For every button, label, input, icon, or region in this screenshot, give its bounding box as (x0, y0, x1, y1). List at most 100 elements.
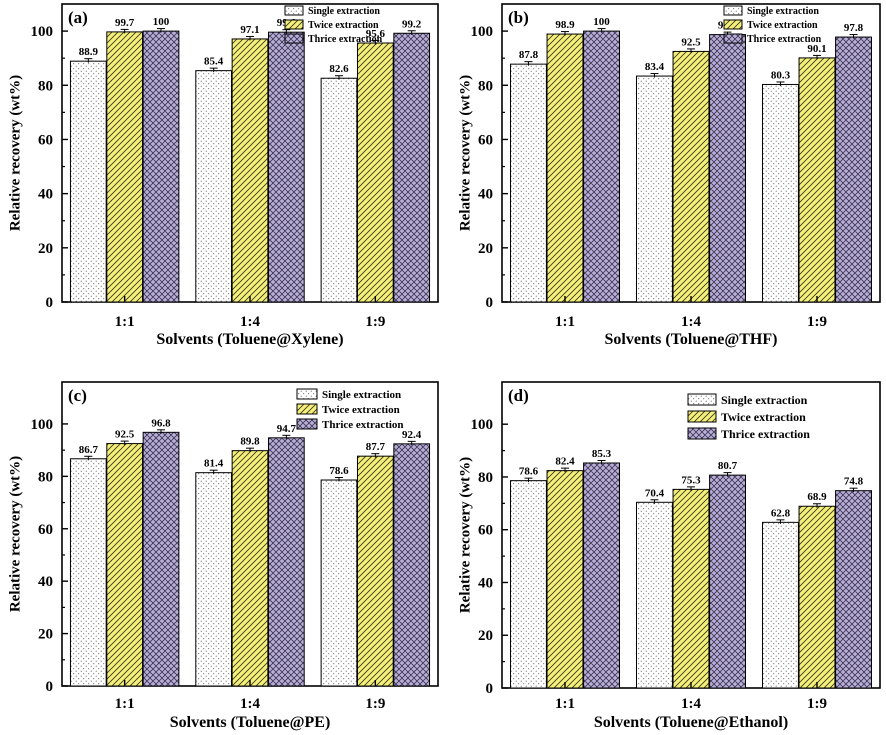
legend-swatch-single-extraction (687, 393, 717, 406)
data-label: 70.4 (645, 487, 665, 499)
y-tick-label: 100 (471, 417, 494, 433)
x-axis-title: Solvents (Toluene@Ethanol) (594, 714, 788, 731)
x-tick-label: 1:1 (555, 696, 575, 712)
legend: Single extraction Twice extraction Thrice … (296, 388, 404, 431)
data-label: 90.1 (807, 43, 826, 55)
data-label: 97.1 (240, 24, 259, 36)
y-tick-label: 80 (478, 470, 493, 486)
bar-thrice-extraction-1-9 (835, 490, 872, 689)
bar-thrice-extraction-1-9 (393, 443, 431, 687)
bar-thrice-extraction-1-1 (583, 462, 620, 689)
data-label: 78.6 (519, 466, 539, 478)
legend-label-thrice-extraction: Thrice extraction (322, 419, 404, 431)
legend-label-single-extraction: Single extraction (721, 393, 808, 407)
data-label: 82.6 (329, 63, 349, 75)
y-axis-title: Relative recovery (wt%) (7, 75, 23, 231)
chart-panel-b: 02040608010087.898.91001:183.492.598.71:… (457, 3, 881, 348)
legend-label-single-extraction: Single extraction (308, 6, 380, 17)
legend-label-single-extraction: Single extraction (747, 6, 819, 17)
bar-single-extraction-1-9 (762, 83, 799, 303)
bar-single-extraction-1-4 (195, 70, 233, 303)
x-tick-label: 1:9 (807, 696, 827, 712)
data-label: 87.7 (366, 441, 386, 453)
bar-single-extraction-1-4 (636, 75, 673, 303)
data-label: 80.7 (718, 460, 738, 472)
y-tick-label: 40 (478, 575, 493, 591)
bar-twice-extraction-1-4 (231, 38, 269, 303)
bar-thrice-extraction-1-4 (709, 34, 746, 303)
bar-twice-extraction-1-1 (546, 470, 584, 689)
panel-label: (d) (508, 386, 529, 405)
x-tick-label: 1:9 (365, 696, 385, 712)
y-tick-label: 0 (486, 295, 494, 311)
bar-thrice-extraction-1-9 (835, 36, 872, 303)
data-label: 62.8 (771, 507, 791, 519)
legend-swatch-thrice-extraction (296, 418, 318, 430)
y-tick-label: 40 (38, 574, 53, 590)
bar-single-extraction-1-1 (510, 480, 547, 689)
data-label: 80.3 (771, 69, 791, 81)
data-label: 89.8 (240, 436, 260, 448)
x-tick-label: 1:4 (681, 314, 701, 330)
data-label: 82.4 (555, 456, 575, 468)
bar-twice-extraction-1-1 (106, 31, 144, 303)
x-tick-label: 1:1 (115, 314, 135, 330)
panel-label: (a) (68, 8, 88, 27)
bar-twice-extraction-1-4 (231, 450, 269, 687)
x-axis-title: Solvents (Toluene@THF) (605, 331, 778, 348)
data-label: 97.8 (844, 22, 864, 34)
bar-twice-extraction-1-9 (356, 455, 394, 687)
y-tick-label: 100 (31, 24, 54, 40)
data-label: 100 (153, 16, 170, 28)
data-label: 85.4 (204, 56, 224, 68)
data-label: 98.9 (555, 19, 575, 31)
bar-twice-extraction-1-9 (798, 57, 836, 303)
bar-single-extraction-1-9 (320, 77, 358, 303)
bar-thrice-extraction-1-4 (267, 437, 305, 687)
x-tick-label: 1:1 (555, 314, 575, 330)
legend-swatch-single-extraction (284, 5, 304, 16)
bar-twice-extraction-1-4 (672, 50, 710, 303)
data-label: 87.8 (519, 49, 539, 61)
chart-panel-c: 0 20 40 60 80 100 86.7 92.5 96.8 1:1 81.4 89.8 94.7 1… (7, 381, 439, 731)
y-tick-label: 80 (38, 469, 53, 485)
legend-swatch-twice-extraction (284, 19, 304, 30)
data-label: 88.9 (79, 46, 99, 58)
data-label: 92.5 (115, 429, 135, 441)
legend-label-twice-extraction: Twice extraction (308, 20, 379, 31)
y-tick-label: 60 (478, 523, 493, 539)
legend-label-twice-extraction: Twice extraction (322, 404, 400, 416)
data-label: 78.6 (329, 465, 349, 477)
data-label: 92.5 (681, 36, 701, 48)
y-axis-title: Relative recovery (wt%) (7, 456, 23, 612)
bar-thrice-extraction-1-4 (709, 474, 746, 689)
data-label: 99.7 (115, 17, 135, 29)
data-label: 81.4 (204, 458, 224, 470)
bar-single-extraction-1-1 (69, 458, 107, 687)
legend: Single extraction Twice extraction Thrice … (687, 393, 810, 441)
legend: Single extraction Twice extraction Thrice … (284, 5, 383, 45)
legend: Single extraction Twice extraction Thrice … (723, 5, 822, 45)
legend-label-thrice-extraction: Thrice extraction (747, 34, 822, 45)
data-label: 95.6 (366, 28, 386, 40)
bar-single-extraction-1-4 (195, 472, 233, 687)
legend-label-thrice-extraction: Thrice extraction (308, 34, 383, 45)
bar-single-extraction-1-1 (510, 63, 547, 303)
data-label: 96.8 (151, 417, 171, 429)
bar-twice-extraction-1-1 (546, 33, 584, 303)
bar-thrice-extraction-1-9 (393, 32, 431, 303)
y-tick-label: 60 (38, 132, 53, 148)
legend-label-twice-extraction: Twice extraction (721, 410, 806, 424)
panel-label: (c) (68, 386, 87, 405)
panel-label: (b) (508, 8, 529, 27)
y-tick-label: 80 (478, 78, 493, 94)
data-label: 86.7 (79, 444, 99, 456)
x-tick-label: 1:9 (807, 314, 827, 330)
bar-single-extraction-1-9 (320, 479, 358, 687)
y-tick-label: 40 (478, 187, 493, 203)
y-tick-label: 20 (38, 241, 53, 257)
bar-twice-extraction-1-1 (106, 443, 144, 687)
bar-twice-extraction-1-4 (672, 488, 710, 689)
legend-swatch-single-extraction (723, 5, 743, 16)
y-tick-label: 20 (38, 627, 53, 643)
